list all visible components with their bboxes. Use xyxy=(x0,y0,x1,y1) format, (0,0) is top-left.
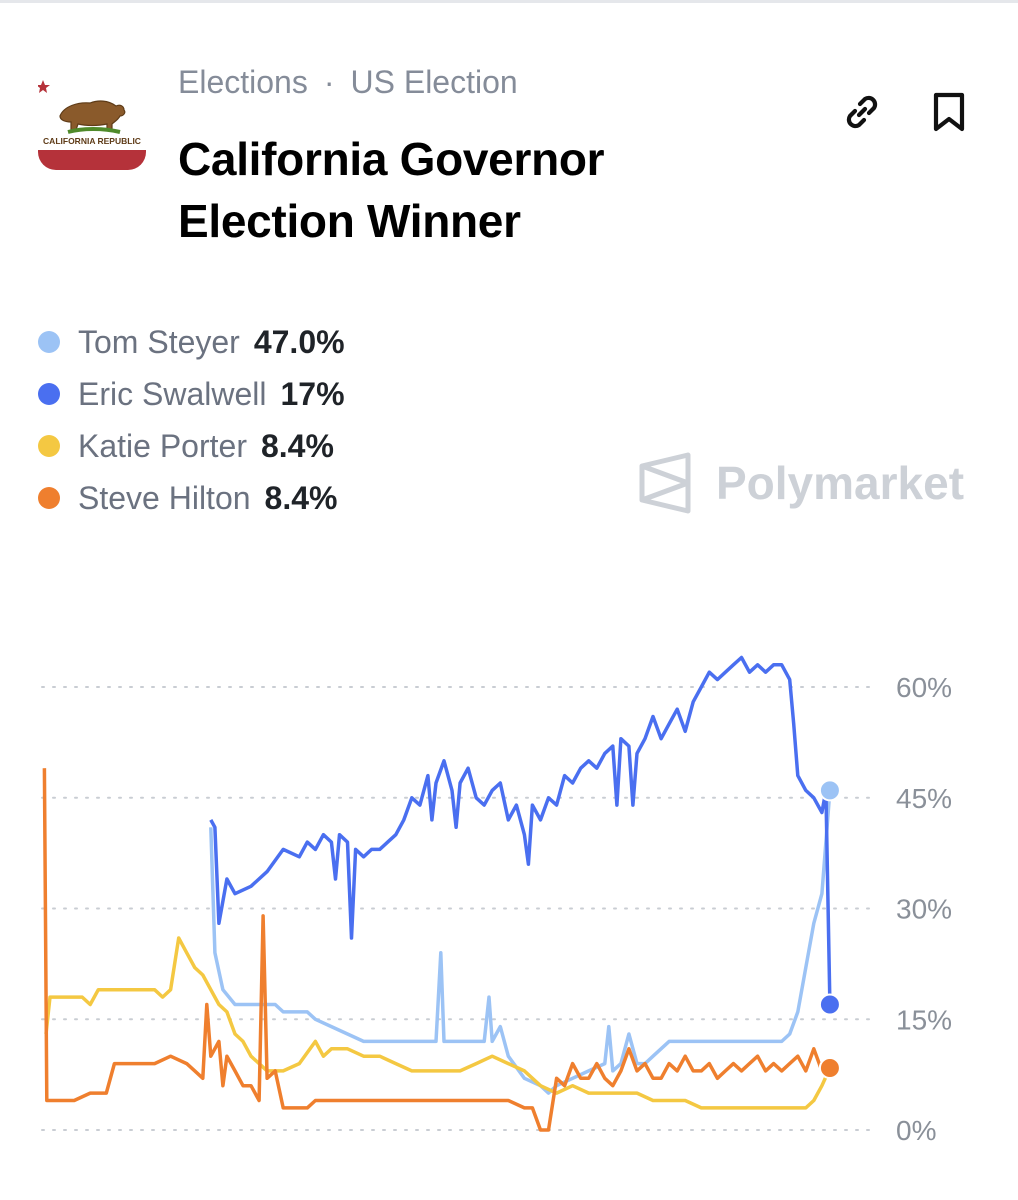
bookmark-button[interactable] xyxy=(925,88,973,136)
series-endpoint-steve-hilton[interactable] xyxy=(818,1056,841,1079)
legend-dot xyxy=(38,487,60,509)
legend-dot xyxy=(38,383,60,405)
legend-name: Katie Porter xyxy=(78,427,247,464)
series-line-katie-porter xyxy=(44,936,832,1110)
price-history-chart[interactable]: 60% 45% 30% 15% 0% xyxy=(0,640,1018,1180)
y-tick-label: 0% xyxy=(896,1115,936,1146)
legend-item-katie-porter[interactable]: Katie Porter 8.4% xyxy=(38,420,345,472)
top-divider xyxy=(0,0,1018,3)
chart-legend: Tom Steyer 47.0% Eric Swalwell 17% Katie… xyxy=(38,316,345,524)
flag-banner-text: CALIFORNIA REPUBLIC xyxy=(43,136,141,146)
y-tick-label: 15% xyxy=(896,1004,952,1035)
breadcrumb: Elections · US Election xyxy=(178,64,518,101)
chart-svg: 60% 45% 30% 15% 0% xyxy=(41,655,952,1146)
legend-dot xyxy=(38,435,60,457)
series-endpoint-eric-swalwell[interactable] xyxy=(818,993,841,1016)
polymarket-watermark: Polymarket xyxy=(638,452,964,514)
breadcrumb-separator: · xyxy=(323,64,335,100)
california-flag-icon: CALIFORNIA REPUBLIC xyxy=(36,76,146,170)
bookmark-icon xyxy=(933,92,965,132)
legend-value: 8.4% xyxy=(260,427,334,464)
legend-name: Steve Hilton xyxy=(78,479,251,516)
y-tick-label: 30% xyxy=(896,894,952,925)
legend-name: Eric Swalwell xyxy=(78,375,267,412)
link-icon xyxy=(846,95,878,129)
series-line-eric-swalwell xyxy=(209,655,832,1005)
y-tick-label: 45% xyxy=(896,783,952,814)
legend-value: 47.0% xyxy=(253,323,345,360)
breadcrumb-category[interactable]: Elections xyxy=(178,64,308,100)
legend-item-steve-hilton[interactable]: Steve Hilton 8.4% xyxy=(38,472,345,524)
y-tick-label: 60% xyxy=(896,672,952,703)
legend-dot xyxy=(38,331,60,353)
polymarket-logo-icon xyxy=(639,452,691,514)
copy-link-button[interactable] xyxy=(838,88,886,136)
breadcrumb-subcategory[interactable]: US Election xyxy=(350,64,518,100)
legend-value: 8.4% xyxy=(264,479,338,516)
legend-value: 17% xyxy=(280,375,345,412)
series-line-steve-hilton xyxy=(42,768,831,1132)
series-endpoint-tom-steyer[interactable] xyxy=(818,779,841,802)
watermark-brand: Polymarket xyxy=(716,457,965,509)
legend-item-eric-swalwell[interactable]: Eric Swalwell 17% xyxy=(38,368,345,420)
market-title: California Governor Election Winner xyxy=(178,133,605,247)
series-line-tom-steyer xyxy=(209,790,832,1095)
legend-name: Tom Steyer xyxy=(78,323,240,360)
legend-item-tom-steyer[interactable]: Tom Steyer 47.0% xyxy=(38,316,345,368)
